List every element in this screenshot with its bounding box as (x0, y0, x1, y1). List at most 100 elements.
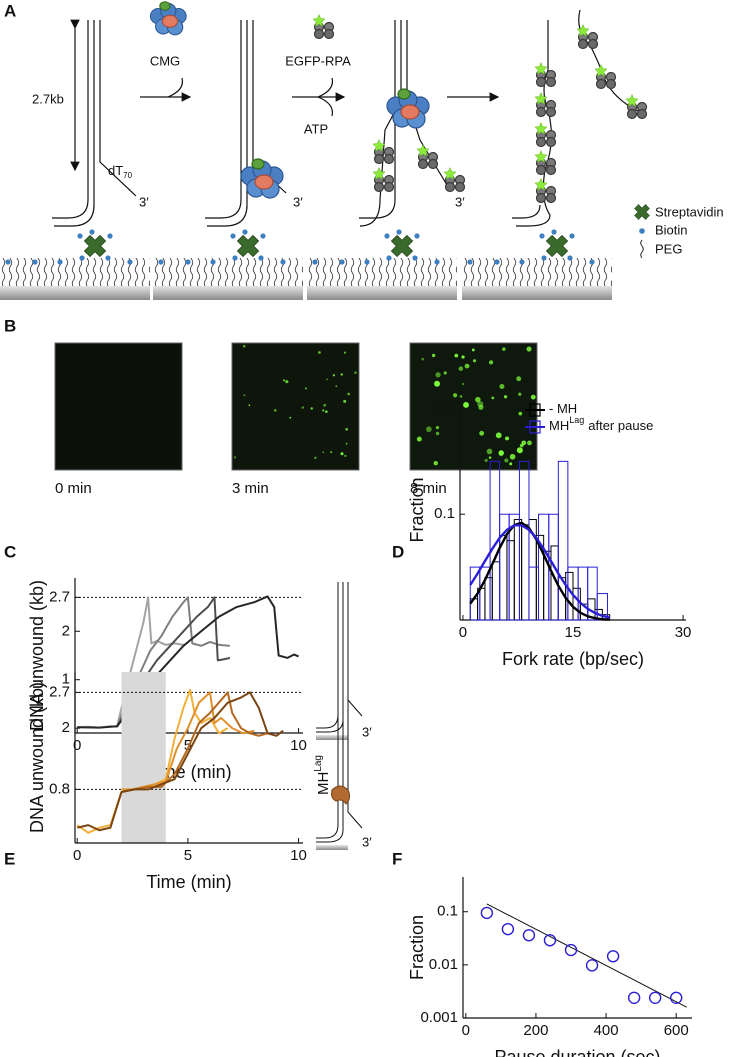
spot (518, 411, 523, 416)
spot (488, 456, 492, 459)
spot (318, 351, 321, 354)
y-tick-label: 0.1 (437, 903, 458, 920)
end-label: 3′ (139, 194, 149, 209)
point (564, 943, 578, 957)
diagram (0, 1, 654, 300)
legend-label: MHLag after pause (549, 415, 653, 433)
y-tick-label: 2.7 (49, 683, 70, 700)
y-tick-label: 0.2 (434, 399, 455, 416)
histogram-bar (528, 566, 540, 621)
step-label: EGFP-RPA (285, 53, 351, 68)
spot (322, 451, 325, 454)
annotation-text: MH (315, 772, 332, 795)
point (648, 991, 662, 1004)
x-tick-label: 10 (290, 737, 307, 754)
spot (416, 436, 422, 442)
spot (304, 387, 308, 390)
x-tick-label: 0 (462, 1022, 470, 1039)
panel-label: E (4, 849, 15, 868)
spot (435, 431, 440, 436)
histogram-bar (572, 587, 581, 621)
line (77, 595, 299, 729)
spot (486, 448, 493, 455)
spot (289, 416, 292, 419)
spot (326, 378, 328, 381)
spot (499, 384, 505, 390)
schematic (316, 582, 363, 850)
x-tick-label: 0 (459, 624, 467, 641)
spot (495, 432, 502, 439)
spot (475, 396, 481, 403)
micrograph (54, 342, 183, 471)
spot (433, 460, 438, 466)
spot (503, 395, 508, 399)
y-tick-label: 2.7 (49, 588, 70, 605)
spot (459, 395, 463, 398)
cofactor-label: ATP (304, 121, 328, 136)
spots (233, 344, 357, 460)
spot (325, 410, 328, 414)
histogram-bar (506, 540, 515, 621)
spot (453, 393, 458, 398)
spot (434, 380, 441, 387)
x-axis-label: Fork rate (bp/sec) (502, 649, 644, 669)
spot (435, 372, 441, 378)
x-tick-label: 400 (594, 1022, 619, 1039)
spot (484, 458, 488, 462)
spot (340, 373, 343, 376)
tail-text: dT (108, 163, 123, 178)
end-label: 3′ (362, 834, 372, 849)
spot (330, 451, 333, 454)
spot (282, 379, 286, 382)
point (670, 991, 683, 1004)
histogram-bar (491, 561, 501, 621)
spot (530, 394, 536, 400)
histogram-bar (518, 460, 530, 621)
spot (488, 360, 494, 365)
chart: 0 15 30 0.1 0.2 Fork rate (bp/sec) Fraction - M… (407, 399, 692, 668)
spot (233, 456, 237, 459)
length-label: 2.7kb (32, 91, 64, 106)
spot (458, 366, 464, 371)
legend-label: Streptavidin (655, 204, 724, 219)
spot (314, 456, 317, 460)
panel-label: A (4, 1, 16, 20)
spot (502, 347, 506, 351)
legend-label: Biotin (655, 222, 688, 237)
histogram-bar (565, 571, 574, 621)
spot (242, 344, 246, 348)
spot (471, 348, 475, 352)
y-tick-label: 0.8 (49, 780, 70, 797)
spot (347, 392, 351, 396)
panel-label: F (392, 849, 402, 868)
legend-superscript: Lag (569, 415, 584, 425)
x-tick-label: 0 (73, 847, 81, 864)
x-tick-label: 30 (675, 624, 692, 641)
spot (443, 371, 447, 375)
spot (310, 407, 313, 410)
spot (516, 447, 523, 454)
point (585, 959, 599, 972)
histogram-bar (521, 524, 530, 621)
micrograph (231, 342, 360, 471)
spot (285, 380, 289, 384)
spot (323, 403, 327, 407)
image-label: 0 min (55, 480, 92, 497)
line (76, 691, 284, 832)
histogram-bar (484, 577, 493, 621)
y-tick-label: 0.1 (434, 505, 455, 522)
spot (345, 442, 348, 445)
spot (435, 426, 440, 430)
y-tick-label: 2 (62, 622, 70, 639)
spot (479, 430, 485, 436)
spot (509, 453, 516, 460)
spot (421, 357, 425, 361)
spot (504, 458, 509, 463)
spot (343, 351, 347, 354)
spots (416, 346, 536, 466)
y-tick-label: 0.001 (420, 1009, 458, 1026)
x-tick-label: 15 (565, 624, 582, 641)
spot (345, 427, 349, 431)
y-tick-label: 0.01 (429, 956, 458, 973)
